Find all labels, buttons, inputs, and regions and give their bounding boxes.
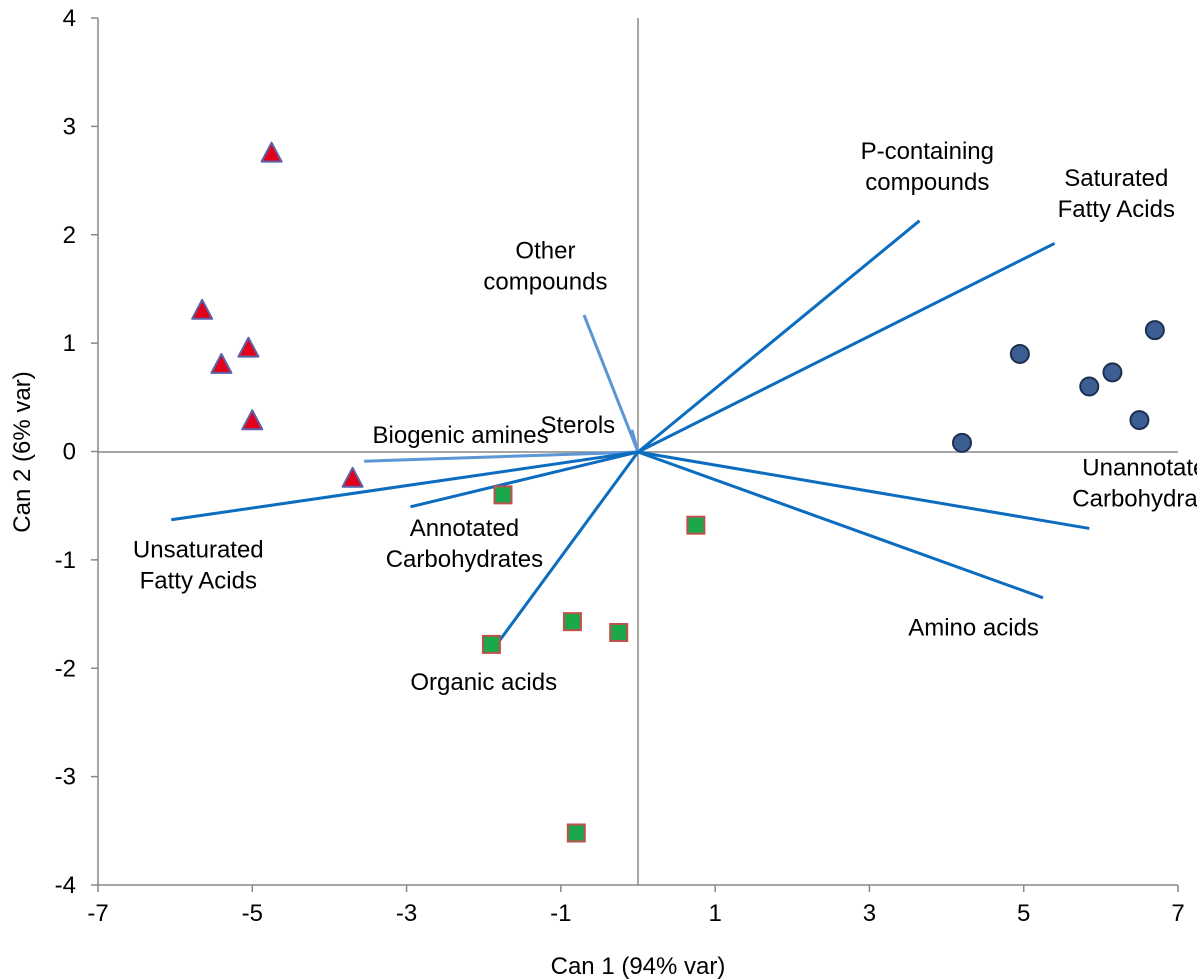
y-tick-label: -4 xyxy=(55,872,76,899)
x-tick-label: 3 xyxy=(863,900,876,927)
loading-vector xyxy=(637,219,921,454)
x-tick-label: -1 xyxy=(550,900,571,927)
vector-label: Organic acids xyxy=(410,669,557,696)
triangle-point xyxy=(191,298,214,320)
circle-point xyxy=(1079,376,1100,397)
square-point xyxy=(686,515,706,535)
x-tick-label: -5 xyxy=(242,900,263,927)
vector-label: P-containing compounds xyxy=(861,138,994,196)
loading-vector xyxy=(637,242,1056,454)
loading-vector xyxy=(497,451,640,643)
circle-point xyxy=(1144,320,1165,341)
vector-label: Sterols xyxy=(540,412,615,439)
vector-label: Annotated Carbohydrates xyxy=(386,515,543,573)
vector-label: Biogenic amines xyxy=(373,422,549,449)
loading-vector xyxy=(637,450,1090,530)
square-point xyxy=(566,823,586,843)
loading-vector xyxy=(171,450,639,522)
x-axis-title: Can 1 (94% var) xyxy=(551,953,726,980)
loading-vector xyxy=(410,450,639,509)
circle-point xyxy=(1102,362,1123,383)
vector-label: Other compounds xyxy=(483,238,607,296)
y-tick-label: -1 xyxy=(55,547,76,574)
y-tick-label: -3 xyxy=(55,764,76,791)
vector-label: Amino acids xyxy=(908,615,1039,642)
triangle-point xyxy=(260,141,283,163)
data-points xyxy=(191,141,1165,843)
x-tick-label: 5 xyxy=(1017,900,1030,927)
vector-label: Unsaturated Fatty Acids xyxy=(133,537,264,595)
circle-point xyxy=(952,432,972,453)
circle-point xyxy=(1009,343,1030,364)
vector-labels: P-containing compounds Saturated Fatty Acid… xyxy=(133,138,1197,696)
loading-vectors xyxy=(171,219,1090,643)
triangle-point xyxy=(210,353,233,374)
triangle-point xyxy=(241,409,264,431)
square-point xyxy=(481,634,501,654)
x-tick-label: -7 xyxy=(87,900,108,927)
loading-vector xyxy=(637,450,1044,600)
y-tick-label: 2 xyxy=(63,222,76,249)
y-tick-label: 3 xyxy=(63,113,76,140)
square-point xyxy=(562,612,582,632)
circle-point xyxy=(1129,410,1150,431)
triangle-point xyxy=(237,336,260,358)
loading-vector xyxy=(582,314,640,453)
vector-label: Saturated Fatty Acids xyxy=(1058,165,1175,223)
y-tick-label: 1 xyxy=(63,330,76,357)
vector-label: UnannotatedCarbohydrates xyxy=(1072,454,1197,512)
y-axis-title: Can 2 (6% var) xyxy=(9,371,36,532)
x-tick-label: 1 xyxy=(708,900,721,927)
y-tick-label: 0 xyxy=(63,439,76,466)
loading-vector xyxy=(364,450,639,463)
x-tick-label: -3 xyxy=(396,900,417,927)
triangle-point xyxy=(341,466,364,488)
x-tick-label: 7 xyxy=(1171,900,1184,927)
square-point xyxy=(493,485,513,505)
axes: -4 -3 -2 -1 0 1 2 3 4 -7 -5 -3 -1 1 3 5 7 xyxy=(55,5,1185,927)
square-point xyxy=(609,622,629,642)
y-tick-label: -2 xyxy=(55,655,76,682)
loading-vector xyxy=(630,429,640,453)
y-tick-label: 4 xyxy=(63,5,76,32)
